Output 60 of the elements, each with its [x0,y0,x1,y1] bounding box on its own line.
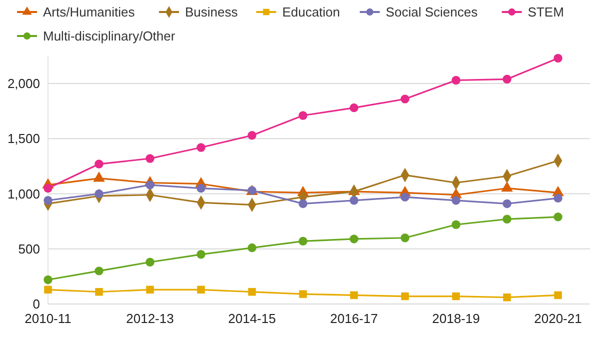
point [146,180,154,190]
point [248,288,256,296]
point [502,214,512,224]
point [197,286,205,294]
legend-label: Education [282,4,340,20]
point [401,292,409,300]
y-tick-label: 2,000 [7,76,40,92]
point [95,288,103,296]
point [299,290,307,298]
point [196,184,206,193]
point [554,54,562,63]
x-tick-label: 2012-13 [126,311,174,326]
point [400,234,410,242]
point [554,212,562,222]
point [452,292,460,300]
point [350,103,358,112]
point [350,291,358,300]
legend-label: STEM [528,4,564,20]
point [452,76,460,85]
x-tick-label: 2020-21 [534,311,582,326]
x-tick-label: 2016-17 [330,311,378,326]
legend-label: Social Sciences [386,4,478,20]
x-tick-label: 2014-15 [228,311,276,326]
point [248,131,256,140]
point [94,160,104,168]
point [400,94,410,104]
point [44,275,52,284]
legend-label: Arts/Humanities [43,4,136,20]
point [146,286,154,294]
point [196,250,206,259]
point [94,266,104,276]
legend-label: Business [185,4,238,20]
point [452,220,460,229]
y-tick-label: 1,000 [7,186,40,202]
point [44,184,52,193]
y-tick-label: 1,500 [7,131,40,146]
point [503,294,511,302]
point [502,74,512,84]
point [298,199,308,208]
point [298,236,308,246]
x-tick-label: 2010-11 [24,311,72,326]
point [502,199,512,208]
legend-label: Multi-disciplinary/Other [43,28,176,44]
point [94,189,104,198]
point [298,111,308,120]
point [146,258,154,266]
point [44,196,52,205]
point [554,291,562,300]
point [350,234,358,244]
point [400,192,410,202]
point [452,196,460,205]
y-tick-label: 500 [18,241,40,256]
y-tick-label: 0 [32,296,40,312]
point [196,143,206,152]
point [146,154,154,163]
point [554,194,562,203]
point [44,286,52,294]
x-tick-label: 2018-19 [432,311,480,326]
point [350,196,358,205]
point [248,243,256,252]
